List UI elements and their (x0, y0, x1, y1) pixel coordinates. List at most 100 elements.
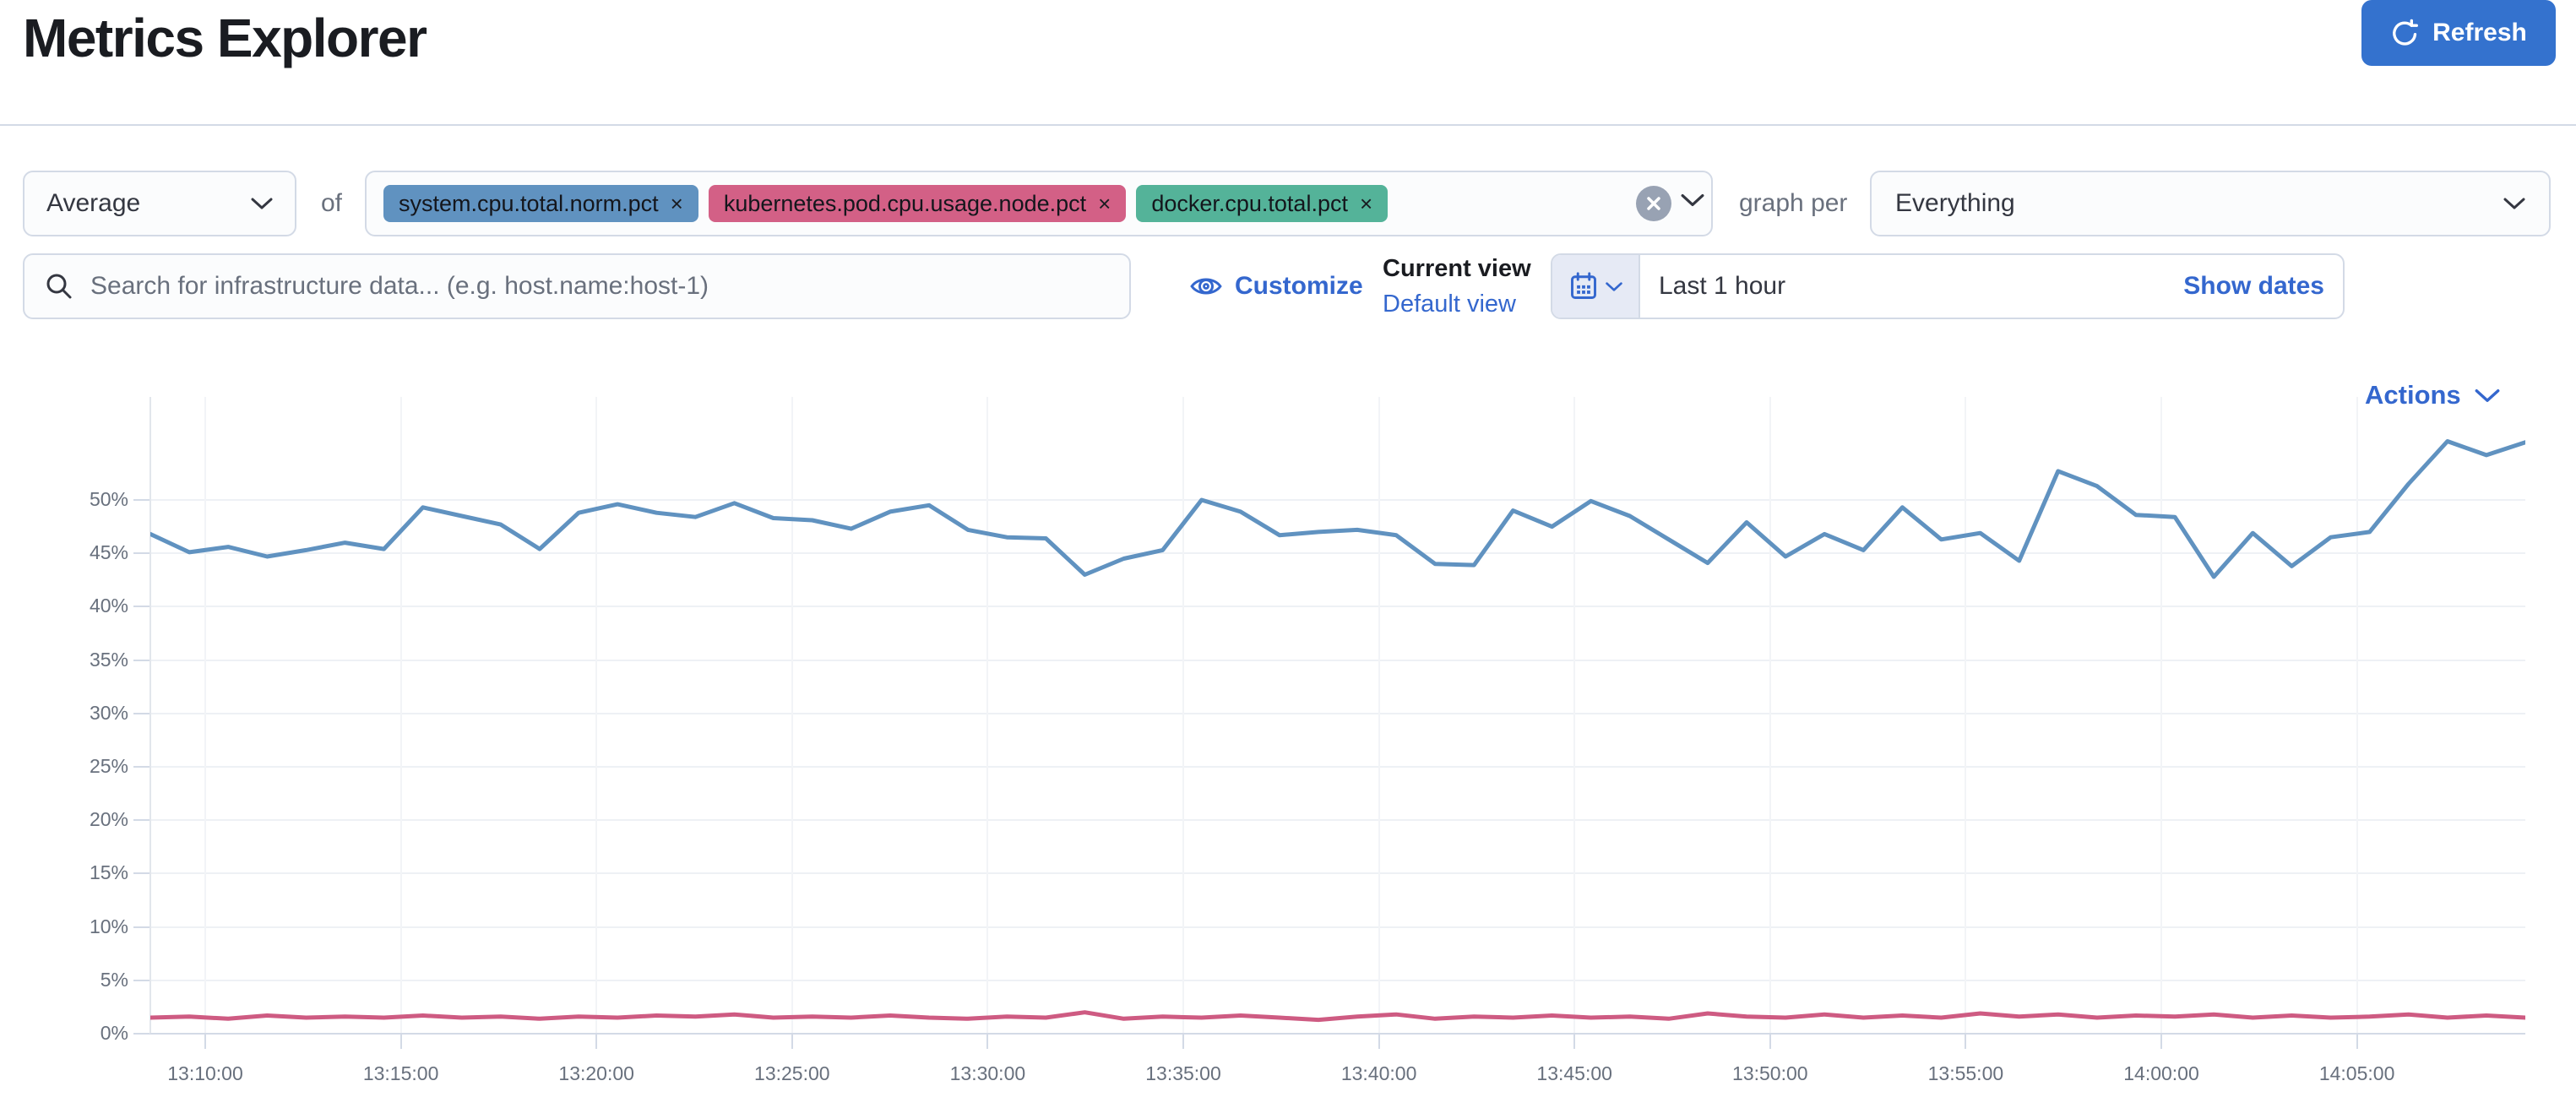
y-axis-label: 15% (89, 861, 128, 884)
eye-icon (1190, 278, 1222, 295)
x-axis-tick (595, 1034, 598, 1049)
of-label: of (321, 189, 343, 217)
x-axis-label: 13:30:00 (949, 1062, 1026, 1084)
x-axis-label: 13:40:00 (1340, 1062, 1417, 1084)
group-by-value: Everything (1895, 189, 2015, 217)
graph-per-label: graph per (1739, 189, 1848, 217)
clear-icon (1647, 197, 1660, 210)
h-gridline (150, 926, 2525, 928)
x-axis-line (150, 1033, 2525, 1035)
metrics-combobox[interactable]: system.cpu.total.norm.pct × kubernetes.p… (365, 171, 1713, 236)
group-by-select[interactable]: Everything (1870, 171, 2551, 236)
refresh-button[interactable]: Refresh (2361, 0, 2556, 66)
v-gridline (595, 397, 598, 1034)
y-axis-label: 0% (100, 1022, 128, 1044)
search-box[interactable] (23, 253, 1131, 319)
y-axis-tick (133, 1033, 150, 1035)
x-axis-tick (2160, 1034, 2162, 1049)
aggregation-select[interactable]: Average (23, 171, 296, 236)
metrics-chart[interactable]: 0% 5% 10% 15% 20% 25% 30% 35% 40% 45% 50% 13:10:00 1… (0, 372, 2576, 1108)
v-gridline (1965, 397, 1967, 1034)
h-gridline (150, 552, 2525, 555)
v-gridline (2160, 397, 2162, 1034)
x-axis-label: 13:45:00 (1536, 1062, 1612, 1084)
h-gridline (150, 606, 2525, 608)
x-axis-tick (399, 1034, 402, 1049)
y-axis-label: 35% (89, 648, 128, 671)
current-view-label: Current view (1383, 255, 1531, 282)
h-gridline (150, 819, 2525, 822)
x-axis-label: 13:15:00 (362, 1062, 439, 1084)
y-axis-label: 45% (89, 541, 128, 564)
chart-line-avg-of-kubernetes-pod-cpu-usage-node-pct (150, 1010, 2525, 1023)
customize-button[interactable]: Customize (1189, 253, 1363, 319)
x-axis-label: 14:05:00 (2318, 1062, 2395, 1084)
v-gridline (1769, 397, 1771, 1034)
metric-pill-label: system.cpu.total.norm.pct (399, 190, 659, 216)
show-dates-button[interactable]: Show dates (2183, 272, 2324, 300)
y-axis-tick (133, 606, 150, 608)
x-axis-tick (1182, 1034, 1184, 1049)
quick-select-menu-button[interactable] (1552, 255, 1640, 318)
x-axis-label: 13:55:00 (1927, 1062, 2004, 1084)
metric-pill-system-cpu[interactable]: system.cpu.total.norm.pct × (383, 185, 698, 222)
y-axis-tick (133, 712, 150, 714)
y-axis-label: 30% (89, 701, 128, 724)
metric-pill-kubernetes-pod-cpu[interactable]: kubernetes.pod.cpu.usage.node.pct × (708, 185, 1127, 222)
y-axis-tick (133, 552, 150, 555)
y-axis-label: 5% (100, 968, 128, 991)
chart-line-avg-of-system-cpu-total-norm-pct (150, 439, 2525, 579)
metric-pill-docker-cpu[interactable]: docker.cpu.total.pct × (1136, 185, 1389, 222)
x-axis-tick (1378, 1034, 1380, 1049)
y-axis-tick (133, 872, 150, 875)
clear-metrics-button[interactable] (1636, 186, 1671, 221)
refresh-label: Refresh (2432, 19, 2527, 46)
v-gridline (399, 397, 402, 1034)
date-picker: Last 1 hour Show dates (1551, 253, 2345, 319)
v-gridline (2356, 397, 2358, 1034)
x-axis-tick (204, 1034, 206, 1049)
v-gridline (1573, 397, 1576, 1034)
metric-pill-label: kubernetes.pod.cpu.usage.node.pct (723, 190, 1087, 216)
v-gridline (986, 397, 989, 1034)
y-axis-label: 40% (89, 595, 128, 617)
x-axis-tick (1573, 1034, 1576, 1049)
search-icon (46, 274, 72, 299)
v-gridline (204, 397, 206, 1034)
h-gridline (150, 499, 2525, 501)
time-range-value[interactable]: Last 1 hour (1659, 272, 1786, 300)
view-name-link[interactable]: Default view (1383, 291, 1516, 318)
x-axis-label: 13:20:00 (558, 1062, 634, 1084)
y-axis-tick (133, 659, 150, 661)
header-divider (0, 124, 2576, 126)
x-axis-label: 13:10:00 (167, 1062, 243, 1084)
h-gridline (150, 712, 2525, 714)
h-gridline (150, 659, 2525, 661)
v-gridline (791, 397, 793, 1034)
page-title: Metrics Explorer (23, 8, 427, 68)
chevron-down-icon (2503, 198, 2525, 209)
chevron-down-icon[interactable] (1681, 193, 1704, 212)
y-axis-label: 25% (89, 755, 128, 777)
actions-menu-button[interactable]: Actions (2365, 380, 2500, 410)
y-axis-tick (133, 819, 150, 822)
x-axis-label: 13:25:00 (754, 1062, 830, 1084)
x-axis-tick (2356, 1034, 2358, 1049)
remove-metric-icon[interactable]: × (1098, 190, 1111, 216)
y-axis-label: 50% (89, 488, 128, 510)
x-axis-label: 13:50:00 (1732, 1062, 1808, 1084)
search-input[interactable] (90, 272, 1087, 301)
remove-metric-icon[interactable]: × (670, 190, 683, 216)
customize-label: Customize (1235, 272, 1363, 300)
calendar-icon (1571, 272, 1596, 299)
actions-label: Actions (2365, 380, 2461, 410)
h-gridline (150, 979, 2525, 981)
remove-metric-icon[interactable]: × (1359, 190, 1373, 216)
aggregation-value: Average (46, 189, 141, 217)
chevron-down-icon (1606, 281, 1622, 291)
y-axis-tick (133, 979, 150, 981)
x-axis-label: 13:35:00 (1145, 1062, 1221, 1084)
y-axis-label: 10% (89, 915, 128, 937)
y-axis-line (149, 397, 151, 1034)
